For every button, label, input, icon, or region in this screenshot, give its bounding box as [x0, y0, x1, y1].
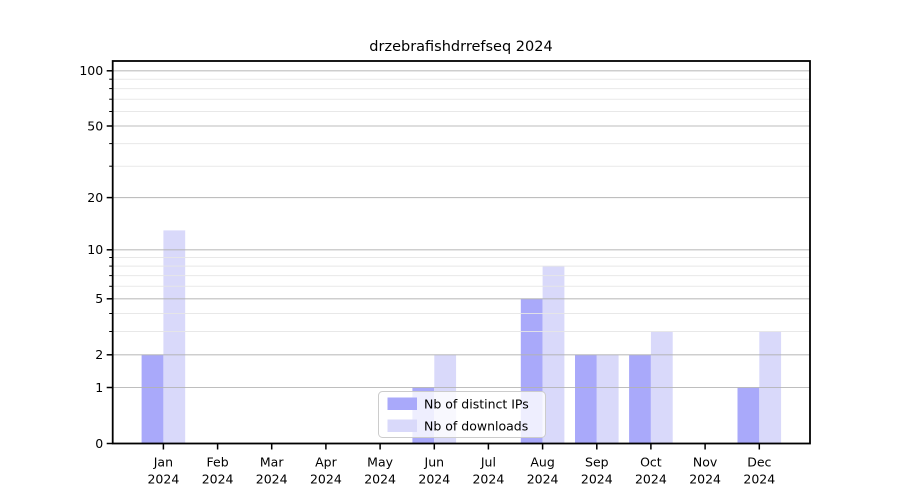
tick-marks	[106, 70, 761, 450]
x-tick-label-month: Nov	[693, 455, 718, 470]
x-tick-label-month: Dec	[747, 455, 771, 470]
legend-swatch	[387, 397, 417, 410]
x-tick-label-year: 2024	[202, 472, 234, 487]
x-tick-label-year: 2024	[310, 472, 342, 487]
x-tick-label-year: 2024	[743, 472, 775, 487]
y-tick-label: 1	[95, 380, 103, 395]
bar	[163, 230, 186, 444]
legend-entry-label: Nb of downloads	[424, 418, 528, 433]
x-tick-label-year: 2024	[364, 472, 396, 487]
y-tick-label: 10	[87, 242, 103, 257]
y-tick-label: 50	[87, 118, 103, 133]
x-tick-label-year: 2024	[147, 472, 179, 487]
x-tick-label-year: 2024	[689, 472, 721, 487]
y-tick-label: 5	[95, 291, 103, 306]
y-tick-label: 100	[79, 63, 103, 78]
x-tick-label-month: Aug	[530, 455, 554, 470]
x-tick-label-year: 2024	[581, 472, 613, 487]
y-axis-labels: 0 1 2 5 10 20 50 100	[79, 63, 103, 451]
legend-entry-label: Nb of distinct IPs	[424, 396, 529, 411]
bar	[596, 354, 619, 444]
legend-box	[378, 391, 546, 438]
x-tick-label-year: 2024	[527, 472, 559, 487]
bar	[737, 387, 760, 444]
chart-title: drzebrafishdrrefseq 2024	[369, 39, 552, 55]
bar	[141, 354, 164, 444]
x-tick-label-month: Oct	[640, 455, 662, 470]
legend: Nb of distinct IPs Nb of downloads	[378, 391, 546, 438]
x-tick-label-month: Jun	[424, 455, 445, 470]
legend-swatch	[387, 419, 417, 432]
minor-gridlines	[112, 78, 810, 332]
x-tick-label-year: 2024	[418, 472, 450, 487]
y-tick-label: 2	[95, 347, 103, 362]
bar	[575, 354, 597, 444]
x-axis-labels: Jan 2024 Feb 2024 Mar 2024 Apr 2024 May 2024 Jun 20…	[147, 455, 775, 487]
x-tick-label-month: Jan	[153, 455, 173, 470]
y-tick-label: 20	[87, 190, 103, 205]
x-tick-label-month: Sep	[585, 455, 609, 470]
x-tick-label-month: Jul	[480, 455, 496, 470]
major-gridlines	[112, 70, 810, 389]
x-tick-label-year: 2024	[472, 472, 504, 487]
y-tick-label: 0	[95, 436, 103, 451]
bar	[629, 354, 651, 444]
axes-frame	[111, 60, 811, 445]
x-tick-label-year: 2024	[635, 472, 667, 487]
x-tick-label-year: 2024	[256, 472, 288, 487]
x-tick-label-month: Apr	[315, 455, 337, 470]
x-tick-label-month: May	[367, 455, 393, 470]
x-tick-label-month: Mar	[260, 455, 284, 470]
x-tick-label-month: Feb	[207, 455, 229, 470]
